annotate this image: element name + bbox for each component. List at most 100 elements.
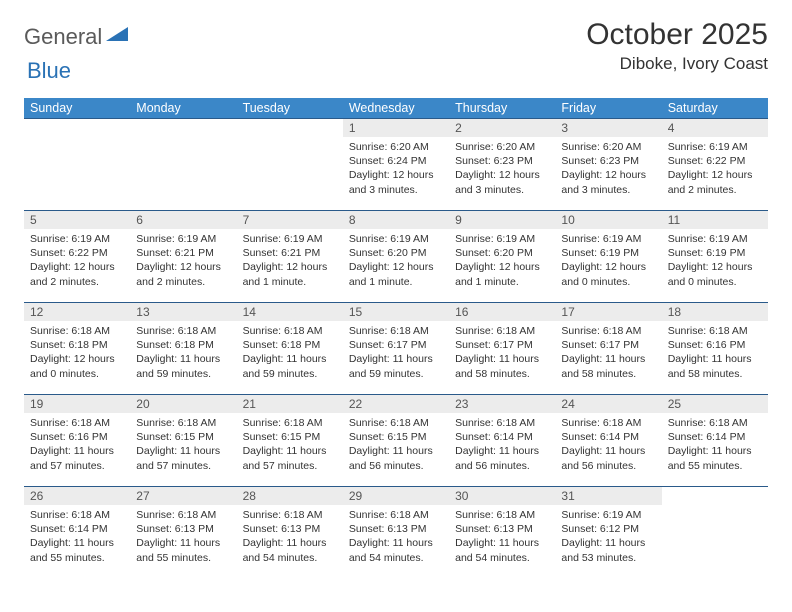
sunrise-text: Sunrise: 6:19 AM xyxy=(668,232,762,246)
sunrise-text: Sunrise: 6:18 AM xyxy=(30,416,124,430)
day-number: 12 xyxy=(24,303,130,321)
day-details: Sunrise: 6:19 AMSunset: 6:22 PMDaylight:… xyxy=(24,229,130,291)
daylight-text: Daylight: 12 hours and 3 minutes. xyxy=(455,168,549,196)
day-cell: 24Sunrise: 6:18 AMSunset: 6:14 PMDayligh… xyxy=(555,395,661,487)
day-cell: 19Sunrise: 6:18 AMSunset: 6:16 PMDayligh… xyxy=(24,395,130,487)
sunrise-text: Sunrise: 6:18 AM xyxy=(30,508,124,522)
day-details: Sunrise: 6:19 AMSunset: 6:22 PMDaylight:… xyxy=(662,137,768,199)
daylight-text: Daylight: 11 hours and 57 minutes. xyxy=(30,444,124,472)
sunrise-text: Sunrise: 6:20 AM xyxy=(349,140,443,154)
daylight-text: Daylight: 11 hours and 53 minutes. xyxy=(561,536,655,564)
week-row: ...1Sunrise: 6:20 AMSunset: 6:24 PMDayli… xyxy=(24,119,768,211)
day-details: Sunrise: 6:19 AMSunset: 6:19 PMDaylight:… xyxy=(662,229,768,291)
daylight-text: Daylight: 12 hours and 3 minutes. xyxy=(349,168,443,196)
day-details: Sunrise: 6:19 AMSunset: 6:12 PMDaylight:… xyxy=(555,505,661,567)
day-cell: 26Sunrise: 6:18 AMSunset: 6:14 PMDayligh… xyxy=(24,487,130,579)
day-details: Sunrise: 6:18 AMSunset: 6:13 PMDaylight:… xyxy=(449,505,555,567)
brand-triangle-icon xyxy=(106,27,128,48)
sunset-text: Sunset: 6:18 PM xyxy=(30,338,124,352)
day-cell: 9Sunrise: 6:19 AMSunset: 6:20 PMDaylight… xyxy=(449,211,555,303)
daylight-text: Daylight: 11 hours and 59 minutes. xyxy=(136,352,230,380)
day-details: Sunrise: 6:18 AMSunset: 6:14 PMDaylight:… xyxy=(555,413,661,475)
day-details: Sunrise: 6:20 AMSunset: 6:23 PMDaylight:… xyxy=(555,137,661,199)
day-number: 29 xyxy=(343,487,449,505)
day-number: 9 xyxy=(449,211,555,229)
sunset-text: Sunset: 6:13 PM xyxy=(243,522,337,536)
day-details: Sunrise: 6:18 AMSunset: 6:13 PMDaylight:… xyxy=(237,505,343,567)
sunset-text: Sunset: 6:13 PM xyxy=(349,522,443,536)
week-row: 19Sunrise: 6:18 AMSunset: 6:16 PMDayligh… xyxy=(24,395,768,487)
day-details: Sunrise: 6:19 AMSunset: 6:19 PMDaylight:… xyxy=(555,229,661,291)
day-details: Sunrise: 6:18 AMSunset: 6:14 PMDaylight:… xyxy=(662,413,768,475)
calendar-table: Sunday Monday Tuesday Wednesday Thursday… xyxy=(24,98,768,579)
day-number: 23 xyxy=(449,395,555,413)
day-number: 6 xyxy=(130,211,236,229)
daylight-text: Daylight: 12 hours and 0 minutes. xyxy=(561,260,655,288)
day-cell: 27Sunrise: 6:18 AMSunset: 6:13 PMDayligh… xyxy=(130,487,236,579)
day-details: Sunrise: 6:20 AMSunset: 6:24 PMDaylight:… xyxy=(343,137,449,199)
day-number: 11 xyxy=(662,211,768,229)
sunset-text: Sunset: 6:14 PM xyxy=(561,430,655,444)
daylight-text: Daylight: 11 hours and 58 minutes. xyxy=(561,352,655,380)
sunset-text: Sunset: 6:14 PM xyxy=(30,522,124,536)
day-details: Sunrise: 6:19 AMSunset: 6:21 PMDaylight:… xyxy=(237,229,343,291)
day-cell: 31Sunrise: 6:19 AMSunset: 6:12 PMDayligh… xyxy=(555,487,661,579)
sunrise-text: Sunrise: 6:19 AM xyxy=(668,140,762,154)
day-number: 7 xyxy=(237,211,343,229)
dow-header: Thursday xyxy=(449,98,555,119)
day-cell: 15Sunrise: 6:18 AMSunset: 6:17 PMDayligh… xyxy=(343,303,449,395)
day-number: 17 xyxy=(555,303,661,321)
day-number: 3 xyxy=(555,119,661,137)
sunrise-text: Sunrise: 6:18 AM xyxy=(349,324,443,338)
daylight-text: Daylight: 11 hours and 56 minutes. xyxy=(455,444,549,472)
day-cell: 5Sunrise: 6:19 AMSunset: 6:22 PMDaylight… xyxy=(24,211,130,303)
dow-header: Saturday xyxy=(662,98,768,119)
sunrise-text: Sunrise: 6:18 AM xyxy=(243,324,337,338)
daylight-text: Daylight: 11 hours and 57 minutes. xyxy=(243,444,337,472)
day-cell: 16Sunrise: 6:18 AMSunset: 6:17 PMDayligh… xyxy=(449,303,555,395)
day-number: 30 xyxy=(449,487,555,505)
daylight-text: Daylight: 12 hours and 0 minutes. xyxy=(30,352,124,380)
day-number: 20 xyxy=(130,395,236,413)
day-details: Sunrise: 6:18 AMSunset: 6:17 PMDaylight:… xyxy=(555,321,661,383)
day-number: 18 xyxy=(662,303,768,321)
day-details: Sunrise: 6:19 AMSunset: 6:20 PMDaylight:… xyxy=(449,229,555,291)
day-details: Sunrise: 6:18 AMSunset: 6:18 PMDaylight:… xyxy=(130,321,236,383)
sunset-text: Sunset: 6:13 PM xyxy=(455,522,549,536)
day-details: Sunrise: 6:18 AMSunset: 6:14 PMDaylight:… xyxy=(449,413,555,475)
day-details: Sunrise: 6:18 AMSunset: 6:18 PMDaylight:… xyxy=(237,321,343,383)
sunrise-text: Sunrise: 6:18 AM xyxy=(455,416,549,430)
day-cell: 14Sunrise: 6:18 AMSunset: 6:18 PMDayligh… xyxy=(237,303,343,395)
day-cell: 28Sunrise: 6:18 AMSunset: 6:13 PMDayligh… xyxy=(237,487,343,579)
sunset-text: Sunset: 6:22 PM xyxy=(668,154,762,168)
daylight-text: Daylight: 11 hours and 59 minutes. xyxy=(243,352,337,380)
sunrise-text: Sunrise: 6:18 AM xyxy=(349,508,443,522)
daylight-text: Daylight: 11 hours and 58 minutes. xyxy=(668,352,762,380)
sunrise-text: Sunrise: 6:18 AM xyxy=(136,416,230,430)
month-title: October 2025 xyxy=(586,18,768,52)
sunrise-text: Sunrise: 6:18 AM xyxy=(561,324,655,338)
sunrise-text: Sunrise: 6:19 AM xyxy=(561,508,655,522)
sunset-text: Sunset: 6:18 PM xyxy=(243,338,337,352)
sunset-text: Sunset: 6:22 PM xyxy=(30,246,124,260)
day-details: Sunrise: 6:19 AMSunset: 6:21 PMDaylight:… xyxy=(130,229,236,291)
day-cell: . xyxy=(24,119,130,211)
sunrise-text: Sunrise: 6:18 AM xyxy=(243,416,337,430)
day-number: 2 xyxy=(449,119,555,137)
daylight-text: Daylight: 11 hours and 57 minutes. xyxy=(136,444,230,472)
sunrise-text: Sunrise: 6:18 AM xyxy=(349,416,443,430)
sunrise-text: Sunrise: 6:19 AM xyxy=(561,232,655,246)
day-cell: 2Sunrise: 6:20 AMSunset: 6:23 PMDaylight… xyxy=(449,119,555,211)
day-cell: 17Sunrise: 6:18 AMSunset: 6:17 PMDayligh… xyxy=(555,303,661,395)
sunset-text: Sunset: 6:17 PM xyxy=(349,338,443,352)
day-cell: 22Sunrise: 6:18 AMSunset: 6:15 PMDayligh… xyxy=(343,395,449,487)
day-details: Sunrise: 6:18 AMSunset: 6:17 PMDaylight:… xyxy=(449,321,555,383)
day-details: Sunrise: 6:18 AMSunset: 6:16 PMDaylight:… xyxy=(662,321,768,383)
sunset-text: Sunset: 6:14 PM xyxy=(668,430,762,444)
day-cell: 13Sunrise: 6:18 AMSunset: 6:18 PMDayligh… xyxy=(130,303,236,395)
calendar-body: ...1Sunrise: 6:20 AMSunset: 6:24 PMDayli… xyxy=(24,119,768,579)
day-number: 10 xyxy=(555,211,661,229)
title-block: October 2025 Diboke, Ivory Coast xyxy=(586,18,768,74)
day-cell: . xyxy=(662,487,768,579)
sunrise-text: Sunrise: 6:19 AM xyxy=(455,232,549,246)
